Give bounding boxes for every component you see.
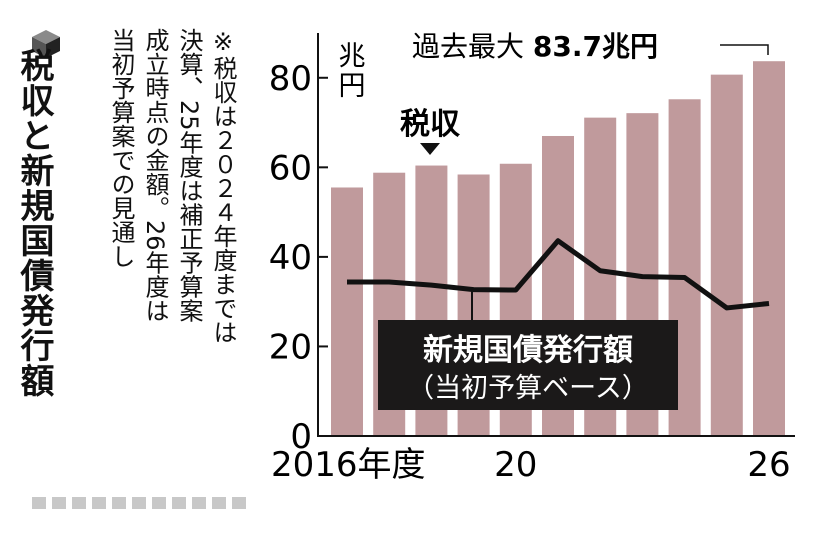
bar-series-label: 税収 [400, 107, 461, 142]
tax-revenue-bar [331, 187, 363, 436]
max-label-prefix: 過去最大 [412, 30, 533, 63]
note-mark: ※ [209, 28, 237, 56]
y-tick-label: 60 [269, 148, 312, 188]
max-label-leader [720, 44, 769, 55]
line-label-box [378, 320, 678, 410]
line-label-sub: （当初予算ベース） [407, 373, 649, 404]
cube-icon [32, 30, 60, 58]
y-tick-label: 40 [269, 238, 312, 278]
x-axis: 2016年度 20 26 [271, 445, 791, 485]
y-tick-label: 0 [290, 417, 312, 457]
new-bond-issuance-line [347, 238, 770, 311]
line-label-title: 新規国債発行額 [423, 333, 633, 368]
y-tick-label: 80 [269, 59, 312, 99]
y-tick-label: 20 [269, 327, 312, 367]
x-tick-label: 26 [747, 445, 790, 485]
watermark [32, 497, 246, 509]
y-axis: 0 20 40 60 80 [269, 33, 795, 457]
max-label-value: 83.7兆円 [533, 30, 658, 63]
x-tick-label: 2016年度 [271, 445, 426, 485]
unit-label-2: 円 [339, 71, 366, 102]
tax-revenue-bar [710, 74, 743, 436]
chart-title: 税収と新規国債発行額 [14, 48, 54, 398]
x-tick-label: 20 [494, 445, 537, 485]
note-line-4: 当初予算案での見通し [107, 28, 135, 268]
bar-label-pointer [420, 143, 440, 155]
max-label: 過去最大 83.7兆円 [412, 30, 658, 63]
note-line-2: 決算、25年度は補正予算案 [175, 28, 203, 323]
unit-label-1: 兆 [339, 41, 366, 72]
tax-revenue-bar [753, 61, 785, 437]
note-line-3: 成立時点の金額。26年度は [141, 28, 169, 323]
note-line-1: 税収は２０２４年度までは [209, 56, 237, 344]
